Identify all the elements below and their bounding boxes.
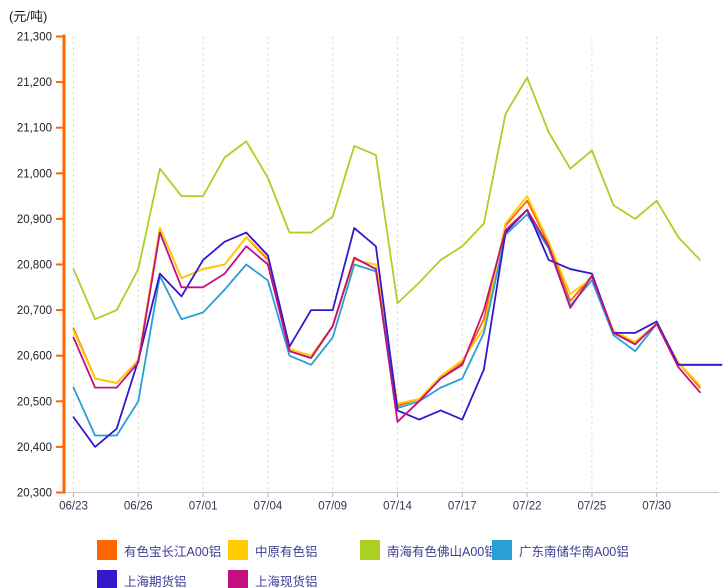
x-tick-label: 07/04 <box>254 501 283 513</box>
y-tick-label: 21,300 <box>17 32 52 44</box>
y-tick-label: 20,800 <box>17 260 52 272</box>
legend-item-label: 上海现货铝 <box>255 574 318 588</box>
x-tick-label: 07/14 <box>383 501 412 513</box>
legend-item-5[interactable]: 上海现货铝 <box>228 565 360 588</box>
x-tick-label: 07/30 <box>642 501 671 513</box>
x-tick-label: 07/25 <box>578 501 607 513</box>
legend-swatch <box>492 540 512 560</box>
y-tick-label: 21,100 <box>17 123 52 135</box>
legend-swatch <box>97 540 117 560</box>
legend-item-3[interactable]: 广东南储华南A00铝 <box>492 535 629 565</box>
y-tick-label: 20,600 <box>17 351 52 363</box>
y-tick-label: 20,300 <box>17 488 52 500</box>
x-tick-label: 07/17 <box>448 501 477 513</box>
legend-item-0[interactable]: 有色宝长江A00铝 <box>97 535 228 565</box>
y-axis-unit-label: (元/吨) <box>9 9 48 24</box>
legend-item-label: 上海期货铝 <box>124 574 187 588</box>
legend-item-4[interactable]: 上海期货铝 <box>97 565 228 588</box>
price-line-chart: 06/23 06/26 07/01 07/04 07/09 07/14 07/17 07/22… <box>17 32 723 513</box>
y-tick-label: 20,700 <box>17 305 52 317</box>
series-line-2 <box>72 76 701 321</box>
legend-swatch <box>97 570 117 588</box>
x-tick-label: 06/26 <box>124 501 153 513</box>
y-tick-label: 21,200 <box>17 77 52 89</box>
series-line-5 <box>72 208 701 423</box>
y-tick-label: 21,000 <box>17 168 52 180</box>
legend-item-label: 中原有色铝 <box>255 544 318 559</box>
x-tick-label: 07/22 <box>513 501 542 513</box>
legend-item-label: 广东南储华南A00铝 <box>519 544 629 559</box>
legend-swatch <box>228 570 248 588</box>
legend-item-label: 南海有色佛山A00铝 <box>387 544 497 559</box>
x-tick-label: 07/01 <box>189 501 218 513</box>
legend-swatch <box>360 540 380 560</box>
legend-swatch <box>228 540 248 560</box>
legend-item-1[interactable]: 中原有色铝 <box>228 535 360 565</box>
y-tick-label: 20,400 <box>17 442 52 454</box>
y-tick-label: 20,900 <box>17 214 52 226</box>
x-tick-label: 07/09 <box>318 501 347 513</box>
legend-item-label: 有色宝长江A00铝 <box>124 544 222 559</box>
y-tick-label: 20,500 <box>17 396 52 408</box>
x-tick-label: 06/23 <box>59 501 88 513</box>
legend-item-2[interactable]: 南海有色佛山A00铝 <box>360 535 497 565</box>
legend: 有色宝长江A00铝 中原有色铝 南海有色佛山A00铝 广东南储华南A00铝上海期货铝 上… <box>97 535 629 588</box>
